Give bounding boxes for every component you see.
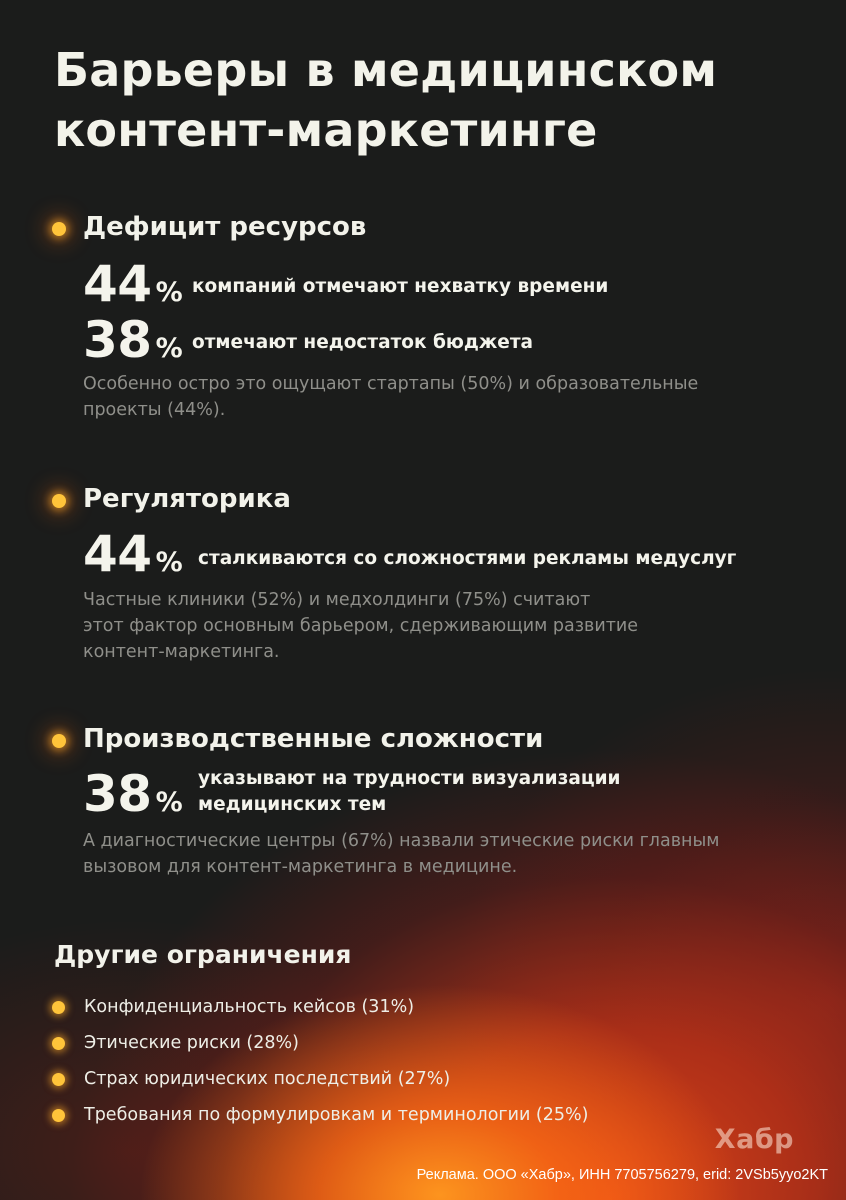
glowing-dot-icon [52, 1073, 65, 1086]
stat-number: 38 [83, 765, 152, 823]
section-production-difficulties: Производственные сложности 38% указывают… [52, 720, 812, 877]
stat-value: 38% [83, 311, 183, 377]
stat-description: компаний отмечают нехватку времени [192, 276, 609, 297]
section-note: Особенно остро это ощущают стартапы (50%… [83, 371, 803, 423]
note-line: проекты (44%). [83, 400, 226, 420]
stat-row: 44% сталкиваются со сложностями рекламы … [52, 526, 812, 582]
stat-description: отмечают недостаток бюджета [192, 332, 534, 353]
stat-value: 44% [83, 255, 183, 321]
page-title-line-1: Барьеры в медицинском [54, 43, 718, 97]
note-line: контент-маркетинга. [83, 642, 280, 662]
glowing-dot-icon [52, 222, 66, 236]
stat-percent: % [155, 547, 183, 578]
glowing-dot-icon [52, 1109, 65, 1122]
stat-description-line: медицинских тем [198, 794, 387, 815]
list-item-text: Этические риски (28%) [84, 1033, 299, 1053]
note-line: А диагностические центры (67%) назвали э… [83, 831, 720, 851]
stat-number: 44 [83, 525, 152, 583]
glowing-dot-icon [52, 494, 66, 508]
list-item-text: Требования по формулировкам и терминолог… [84, 1105, 589, 1125]
page-title: Барьеры в медицинском контент-маркетинге [54, 40, 814, 160]
section-header: Дефицит ресурсов [52, 208, 812, 244]
stat-row: 44% компаний отмечают нехватку времени [52, 256, 812, 312]
stat-row: 38% отмечают недостаток бюджета [52, 312, 812, 368]
stat-percent: % [155, 787, 183, 818]
stat-percent: % [155, 277, 183, 308]
note-line: этот фактор основным барьером, сдерживаю… [83, 616, 639, 636]
stat-value: 44% [83, 525, 183, 591]
section-header: Регуляторика [52, 480, 812, 516]
stat-description: указывают на трудности визуализации меди… [198, 766, 621, 818]
note-line: вызовом для контент-маркетинга в медицин… [83, 857, 518, 877]
ad-disclaimer: Реклама. ООО «Хабр», ИНН 7705756279, eri… [416, 1167, 828, 1183]
glowing-dot-icon [52, 1001, 65, 1014]
section-regulation: Регуляторика 44% сталкиваются со сложнос… [52, 480, 812, 662]
section-note: А диагностические центры (67%) назвали э… [83, 828, 803, 880]
stat-description-line: указывают на трудности визуализации [198, 768, 621, 789]
list-item-text: Конфиденциальность кейсов (31%) [84, 997, 415, 1017]
stat-percent: % [155, 333, 183, 364]
section-header: Производственные сложности [52, 720, 812, 756]
page-title-line-2: контент-маркетинге [54, 103, 598, 157]
brand-logo: Хабр [714, 1124, 794, 1155]
glowing-dot-icon [52, 734, 66, 748]
stat-number: 38 [83, 311, 152, 369]
section-title: Регуляторика [83, 484, 291, 514]
section-note: Частные клиники (52%) и медхолдинги (75%… [83, 587, 803, 665]
note-line: Особенно остро это ощущают стартапы (50%… [83, 374, 699, 394]
stat-row: 38% указывают на трудности визуализации … [52, 766, 812, 822]
other-limitations-title: Другие ограничения [54, 940, 352, 969]
section-title: Дефицит ресурсов [83, 212, 367, 242]
section-title: Производственные сложности [83, 724, 544, 754]
stat-description: сталкиваются со сложностями рекламы меду… [198, 548, 737, 569]
note-line: Частные клиники (52%) и медхолдинги (75%… [83, 590, 591, 610]
stat-value: 38% [83, 765, 183, 831]
stat-number: 44 [83, 255, 152, 313]
list-item-text: Страх юридических последствий (27%) [84, 1069, 451, 1089]
glowing-dot-icon [52, 1037, 65, 1050]
section-resource-deficit: Дефицит ресурсов 44% компаний отмечают н… [52, 208, 812, 420]
